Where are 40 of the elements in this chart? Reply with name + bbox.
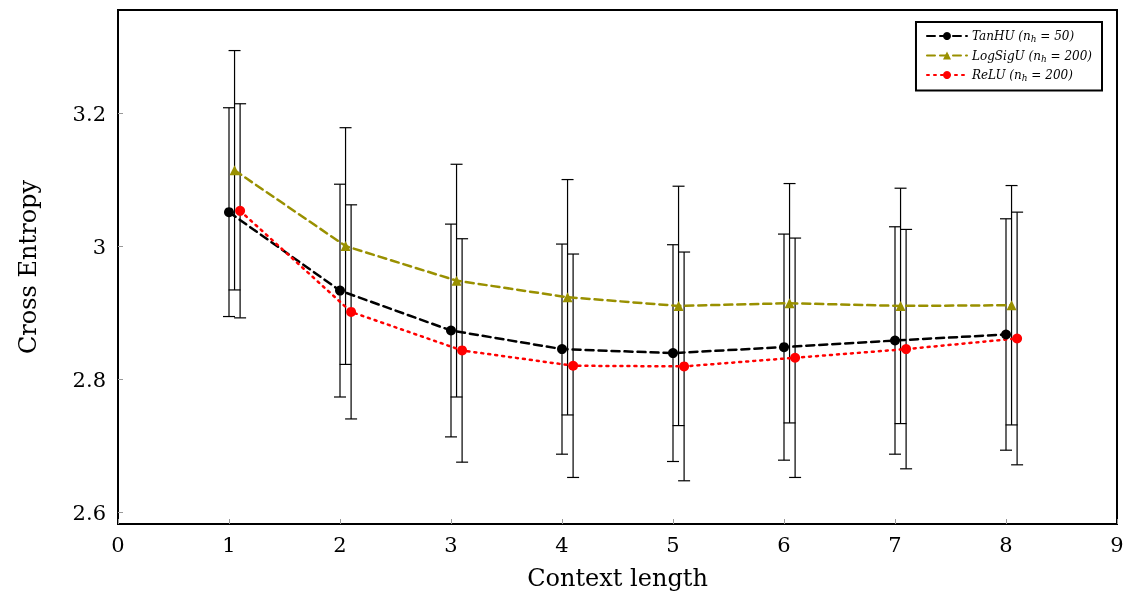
x-tick-label: 1	[222, 532, 236, 557]
point	[890, 335, 900, 346]
point	[340, 241, 351, 252]
x-tick-label: 2	[333, 532, 347, 557]
point	[224, 207, 234, 218]
point	[346, 306, 357, 317]
point	[1001, 329, 1011, 340]
x-tick-label: 7	[888, 532, 902, 557]
point	[673, 300, 684, 311]
point	[451, 275, 462, 286]
x-tick-label: 3	[444, 532, 458, 557]
point	[1006, 300, 1017, 311]
x-axis-title: Context length	[527, 564, 708, 592]
x-tick-label: 0	[111, 532, 125, 557]
point	[668, 348, 678, 359]
point	[790, 352, 801, 363]
y-axis-title: Cross Entropy	[14, 179, 42, 355]
point	[446, 325, 456, 336]
x-tick-label: 4	[555, 532, 569, 557]
y-tick-label: 2.8	[72, 367, 106, 392]
point	[895, 300, 906, 311]
x-tick-label: 5	[666, 532, 680, 557]
point	[1012, 333, 1023, 344]
point	[457, 345, 468, 356]
point	[235, 205, 246, 216]
point	[229, 165, 240, 176]
point	[784, 298, 795, 309]
point	[562, 292, 573, 303]
point	[901, 344, 912, 355]
y-tick-label: 3	[92, 234, 106, 259]
y-tick-label: 3.2	[72, 101, 106, 126]
point	[679, 361, 690, 372]
x-tick-label: 8	[999, 532, 1013, 557]
point	[335, 285, 345, 296]
x-tick-label: 6	[777, 532, 791, 557]
point	[779, 342, 789, 353]
y-tick-label: 2.6	[72, 500, 106, 525]
point	[568, 360, 579, 371]
x-tick-label: 9	[1110, 532, 1124, 557]
point	[557, 344, 567, 355]
